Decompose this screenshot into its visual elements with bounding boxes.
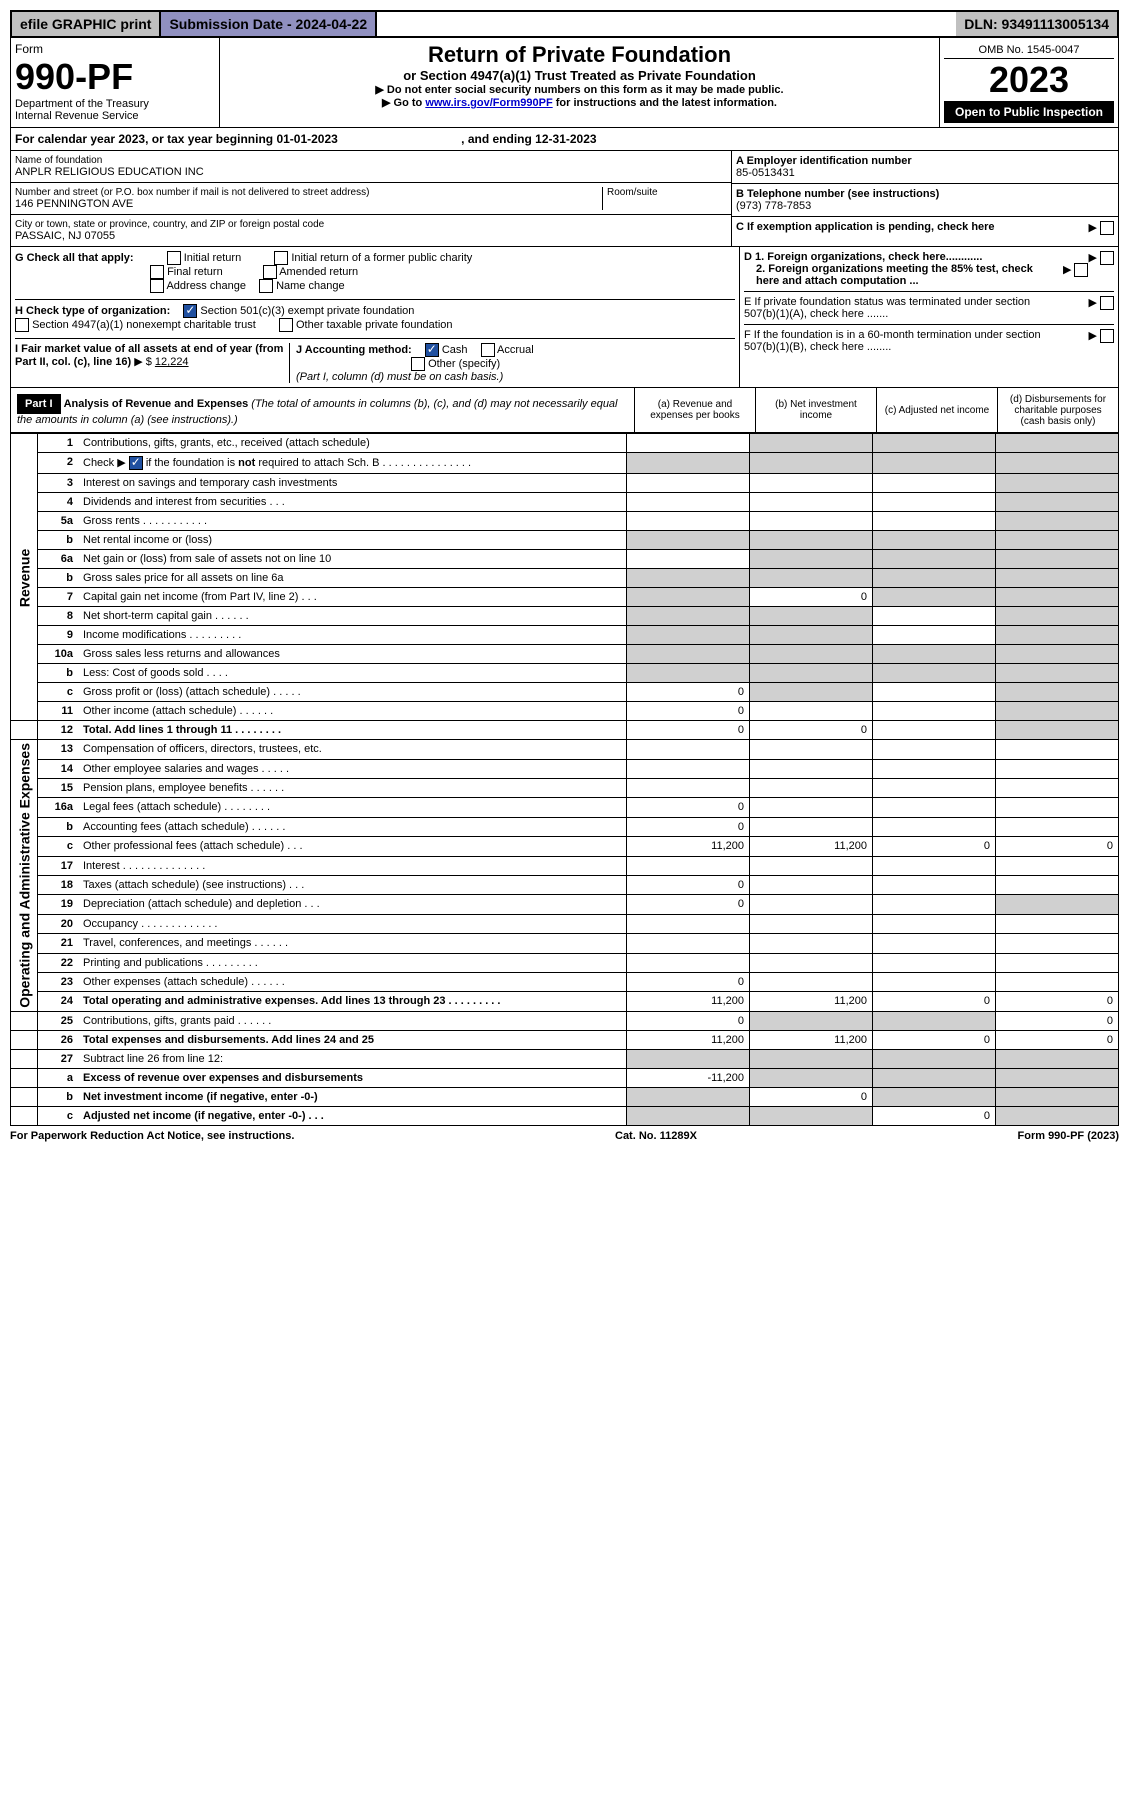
form-header: Form 990-PF Department of the Treasury I…: [10, 38, 1119, 128]
form-label: Form: [15, 42, 215, 56]
checkbox-other-method[interactable]: [411, 357, 425, 371]
checkbox-initial-former[interactable]: [274, 251, 288, 265]
omb-number: OMB No. 1545-0047: [944, 42, 1114, 59]
checkbox-initial[interactable]: [167, 251, 181, 265]
exemption-pending-box: C If exemption application is pending, c…: [732, 217, 1118, 237]
header-left: Form 990-PF Department of the Treasury I…: [11, 38, 220, 127]
dln: DLN: 93491113005134: [956, 12, 1117, 36]
part1-title: Analysis of Revenue and Expenses: [64, 398, 249, 410]
form-note1: ▶ Do not enter social security numbers o…: [224, 83, 935, 96]
efile-label: efile GRAPHIC print: [12, 12, 161, 36]
e-check: E If private foundation status was termi…: [744, 296, 1114, 325]
part1-header-row: Part I Analysis of Revenue and Expenses …: [10, 388, 1119, 433]
form-number: 990-PF: [15, 56, 215, 98]
ein-value: 85-0513431: [736, 167, 795, 179]
checkbox-schb[interactable]: [129, 456, 143, 470]
city-state-zip: PASSAIC, NJ 07055: [15, 230, 115, 242]
d-checks: D 1. Foreign organizations, check here..…: [744, 251, 1114, 292]
tax-year: 2023: [944, 59, 1114, 101]
header-center: Return of Private Foundation or Section …: [220, 38, 939, 127]
header-right: OMB No. 1545-0047 2023 Open to Public In…: [939, 38, 1118, 127]
expenses-label: Operating and Administrative Expenses: [11, 740, 38, 1012]
top-bar: efile GRAPHIC print Submission Date - 20…: [10, 10, 1119, 38]
col-d-header: (d) Disbursements for charitable purpose…: [997, 388, 1118, 432]
telephone-box: B Telephone number (see instructions) (9…: [732, 184, 1118, 217]
fmv-value: 12,224: [155, 356, 189, 368]
revenue-label: Revenue: [11, 434, 38, 721]
checkbox-f[interactable]: [1100, 329, 1114, 343]
j-accounting: J Accounting method: Cash Accrual Other …: [290, 343, 735, 383]
irs-label: Internal Revenue Service: [15, 110, 215, 122]
checkbox-amended[interactable]: [263, 265, 277, 279]
checkbox-cash[interactable]: [425, 343, 439, 357]
checkbox-accrual[interactable]: [481, 343, 495, 357]
page-footer: For Paperwork Reduction Act Notice, see …: [10, 1126, 1119, 1142]
city-box: City or town, state or province, country…: [11, 215, 731, 246]
part1-table: Revenue 1Contributions, gifts, grants, e…: [10, 433, 1119, 1126]
irs-link[interactable]: www.irs.gov/Form990PF: [425, 97, 552, 109]
checkbox-d2[interactable]: [1074, 263, 1088, 277]
i-fmv: I Fair market value of all assets at end…: [15, 343, 290, 383]
part1-label: Part I: [17, 394, 61, 414]
foundation-name: ANPLR RELIGIOUS EDUCATION INC: [15, 166, 204, 178]
checkbox-final[interactable]: [150, 265, 164, 279]
checks-section: G Check all that apply: Initial return I…: [10, 247, 1119, 388]
form-subtitle: or Section 4947(a)(1) Trust Treated as P…: [224, 68, 935, 83]
room-label: Room/suite: [607, 187, 727, 198]
dept-label: Department of the Treasury: [15, 98, 215, 110]
h-checks: H Check type of organization: Section 50…: [15, 304, 735, 339]
checkbox-name[interactable]: [259, 279, 273, 293]
col-a-header: (a) Revenue and expenses per books: [634, 388, 755, 432]
street-address: 146 PENNINGTON AVE: [15, 198, 133, 210]
checkbox-d1[interactable]: [1100, 251, 1114, 265]
address-box: Number and street (or P.O. box number if…: [11, 183, 731, 215]
foundation-name-box: Name of foundation ANPLR RELIGIOUS EDUCA…: [11, 151, 731, 183]
f-check: F If the foundation is in a 60-month ter…: [744, 329, 1114, 353]
calendar-year-row: For calendar year 2023, or tax year begi…: [10, 128, 1119, 151]
col-b-header: (b) Net investment income: [755, 388, 876, 432]
open-public-badge: Open to Public Inspection: [944, 101, 1114, 123]
checkbox-4947[interactable]: [15, 318, 29, 332]
form-note2: ▶ Go to www.irs.gov/Form990PF for instru…: [224, 96, 935, 109]
footer-right: Form 990-PF (2023): [1018, 1130, 1120, 1142]
checkbox-501c3[interactable]: [183, 304, 197, 318]
form-title: Return of Private Foundation: [224, 42, 935, 68]
footer-left: For Paperwork Reduction Act Notice, see …: [10, 1130, 294, 1142]
footer-mid: Cat. No. 11289X: [615, 1130, 697, 1142]
telephone-value: (973) 778-7853: [736, 200, 811, 212]
col-c-header: (c) Adjusted net income: [876, 388, 997, 432]
ein-box: A Employer identification number 85-0513…: [732, 151, 1118, 184]
g-checks: G Check all that apply: Initial return I…: [15, 251, 735, 300]
submission-date: Submission Date - 2024-04-22: [161, 12, 377, 36]
checkbox-e[interactable]: [1100, 296, 1114, 310]
checkbox-other-tax[interactable]: [279, 318, 293, 332]
checkbox-address[interactable]: [150, 279, 164, 293]
entity-info: Name of foundation ANPLR RELIGIOUS EDUCA…: [10, 151, 1119, 247]
checkbox-c[interactable]: [1100, 221, 1114, 235]
